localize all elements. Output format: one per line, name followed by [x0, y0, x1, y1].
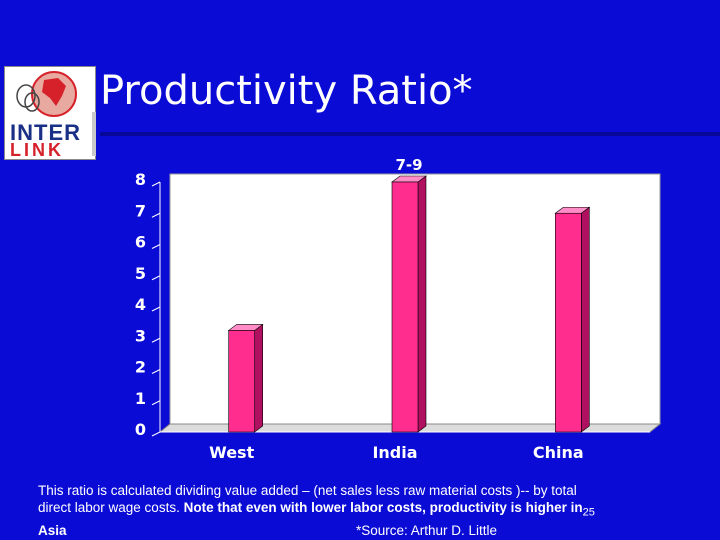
y-tick-label: 3: [135, 326, 146, 345]
y-tick-mark: [151, 275, 161, 281]
y-tick-mark: [151, 306, 161, 312]
bar-front: [228, 330, 255, 433]
logo-accent-bar: [92, 112, 96, 156]
footnote-bold-asia: Asia: [38, 522, 67, 538]
footnote-line-2: direct labor wage costs. Note that even …: [38, 499, 718, 522]
y-tick-label: 2: [135, 358, 146, 377]
footnote-bold-text: Note that even with lower labor costs, p…: [179, 500, 583, 515]
bar: [227, 323, 264, 433]
y-tick-label: 0: [135, 420, 146, 439]
bar-data-label: 2.5 - 4: [205, 296, 259, 314]
footnote-line-1: This ratio is calculated dividing value …: [38, 483, 577, 498]
y-tick-label: 8: [135, 170, 146, 189]
y-tick-mark: [151, 181, 161, 187]
x-tick-label: India: [372, 443, 417, 462]
y-tick-mark: [151, 369, 161, 374]
page-number: 25: [582, 506, 595, 519]
bar-front: [555, 212, 582, 433]
bar: [554, 206, 591, 433]
x-tick-label: China: [533, 443, 584, 462]
title-underline: [100, 132, 720, 136]
y-tick-mark: [151, 431, 161, 437]
x-tick-label: West: [209, 443, 254, 462]
logo-text-link: LINK: [10, 140, 64, 160]
y-tick-label: 7: [135, 201, 146, 220]
y-tick-mark: [151, 212, 161, 218]
bars: [227, 175, 591, 433]
page-title: Productivity Ratio*: [100, 68, 473, 114]
globe-map-icon: [16, 71, 77, 117]
source-citation: *Source: Arthur D. Little: [356, 522, 498, 538]
bar-side: [254, 323, 263, 433]
bar-side: [581, 206, 590, 433]
bar-front: [391, 181, 419, 433]
x-axis-category-labels: West India China: [209, 443, 584, 462]
bar-data-labels: 2.5 - 4 7-9 6-8: [205, 156, 586, 314]
bar: [391, 175, 427, 433]
footnote-line-3: Asia *Source: Arthur D. Little: [38, 522, 718, 539]
interlink-logo: INTER LINK: [4, 66, 96, 162]
y-tick-label: 6: [135, 233, 146, 252]
footnote-plain-text: direct labor wage costs.: [38, 500, 180, 515]
footnote: This ratio is calculated dividing value …: [38, 482, 718, 539]
y-tick-label: 5: [135, 264, 146, 283]
y-tick-label: 4: [135, 295, 146, 314]
y-tick-label: 1: [135, 389, 146, 408]
bar-data-label: 6-8: [559, 187, 586, 205]
bar-side: [417, 175, 427, 433]
logo-text-inter: INTER: [10, 120, 81, 145]
y-tick-mark: [151, 400, 161, 406]
y-tick-mark: [151, 337, 161, 343]
bar-data-label: 7-9: [395, 156, 422, 174]
y-axis-tick-labels: 0 1 2 3 4 5 6 7 8: [135, 170, 146, 439]
y-tick-mark: [151, 244, 161, 249]
